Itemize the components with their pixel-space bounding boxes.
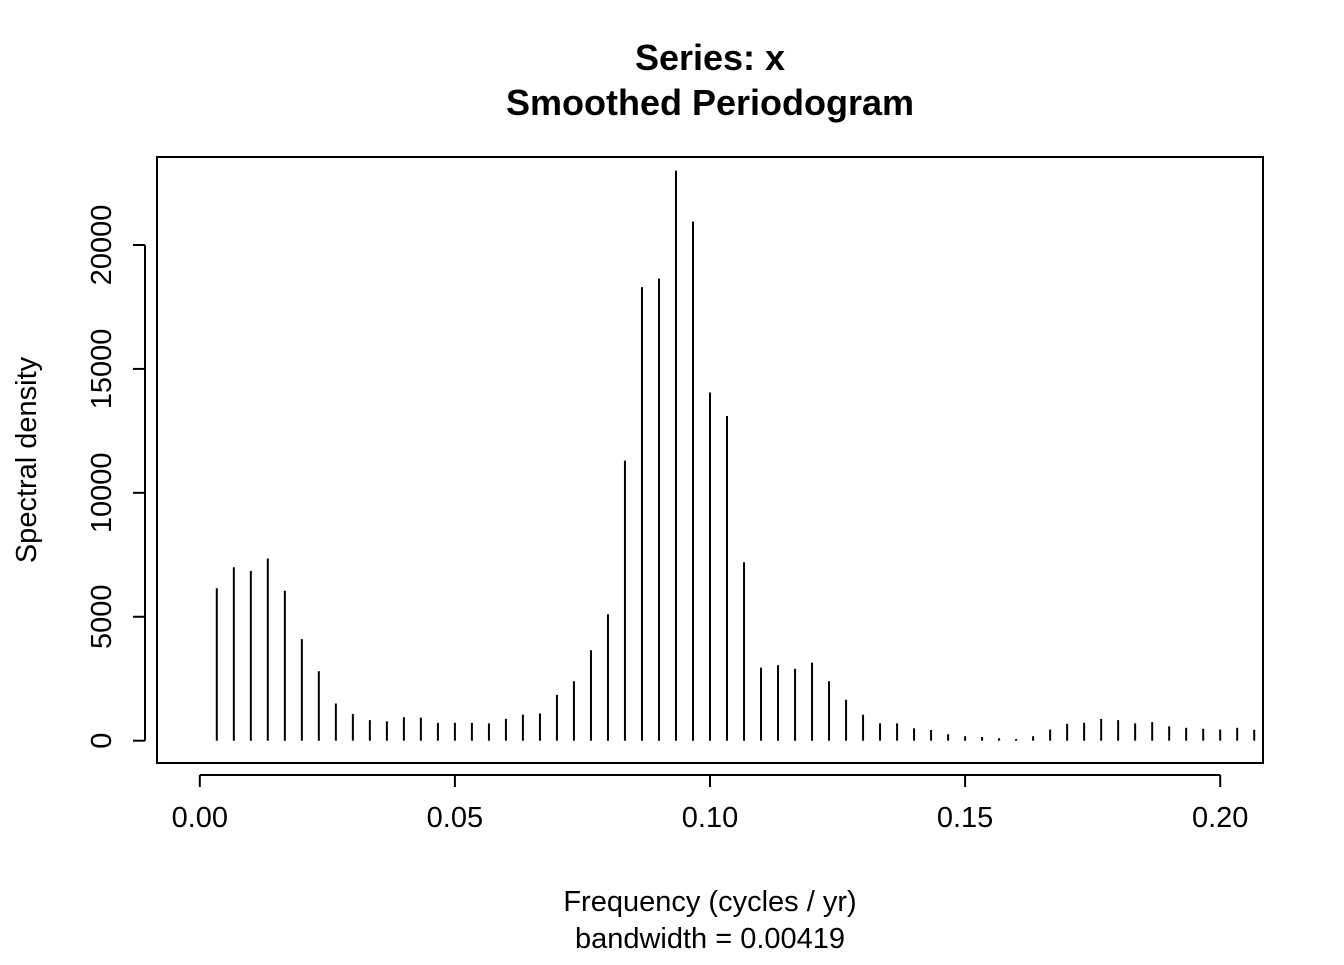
chart-title: Series: x (635, 37, 785, 78)
x-tick-label: 0.10 (682, 802, 738, 834)
y-axis-label: Spectral density (11, 356, 43, 563)
y-tick-label: 0 (86, 733, 118, 749)
x-tick-label: 0.15 (937, 802, 993, 834)
x-tick-label: 0.20 (1192, 802, 1248, 834)
x-axis-label: Frequency (cycles / yr) (563, 886, 856, 918)
x-axis: 0.00 0.05 0.10 0.15 0.20 (172, 774, 1248, 834)
plot-frame (156, 156, 1264, 764)
y-tick-label: 20000 (86, 205, 118, 286)
y-tick-label: 10000 (86, 453, 118, 534)
spectral-density-bars (215, 170, 1256, 741)
x-tick-label: 0.00 (172, 802, 228, 834)
x-tick-label: 0.05 (427, 802, 483, 834)
y-axis: 0 5000 10000 15000 20000 (86, 205, 146, 749)
chart-subtitle: Smoothed Periodogram (506, 82, 914, 123)
y-tick-label: 5000 (86, 585, 118, 650)
y-tick-label: 15000 (86, 329, 118, 410)
bandwidth-label: bandwidth = 0.00419 (575, 923, 845, 955)
